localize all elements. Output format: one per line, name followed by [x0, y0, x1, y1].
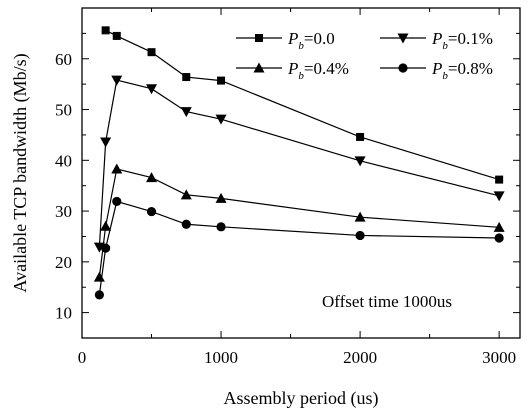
data-point: [215, 114, 227, 125]
data-point: [147, 48, 156, 57]
legend-label: Pb=0.8%: [431, 59, 493, 82]
legend-marker: [253, 62, 265, 73]
y-tick-label: 10: [55, 304, 72, 323]
data-point: [100, 220, 112, 231]
y-tick-label: 40: [55, 151, 72, 170]
data-point: [94, 290, 104, 300]
data-point: [494, 233, 504, 243]
data-point: [100, 137, 112, 148]
y-tick-label: 30: [55, 202, 72, 221]
data-point: [111, 163, 123, 174]
data-point: [217, 76, 226, 85]
data-point: [182, 73, 191, 82]
data-point: [112, 196, 122, 207]
legend-label: Pb=0.4%: [287, 59, 349, 82]
legend-marker: [255, 34, 263, 42]
legend: Pb=0.0 Pb=0.1% Pb=0.4% Pb=0.8%: [236, 29, 493, 82]
data-point: [181, 219, 191, 229]
data-point: [216, 222, 226, 232]
series-layer: [93, 26, 505, 300]
plot-frame: [81, 7, 521, 339]
series-line: [98, 168, 500, 278]
axes: 0 1000 2000 3000 10 20 30 40 50 60: [55, 7, 520, 367]
legend-item: Pb=0.4%: [236, 59, 349, 82]
data-point: [101, 26, 110, 35]
series-2: [93, 75, 505, 253]
data-point: [180, 189, 192, 200]
x-tick-label: 2000: [343, 348, 377, 367]
data-point: [493, 221, 505, 232]
data-point: [493, 191, 505, 202]
data-point: [354, 156, 366, 167]
data-point: [180, 107, 192, 118]
data-point: [146, 206, 157, 217]
legend-label: Pb=0.0: [287, 29, 335, 52]
series-3: [93, 163, 505, 282]
legend-label: Pb=0.1%: [431, 29, 493, 52]
data-point: [111, 75, 123, 86]
x-tick-label: 0: [78, 348, 87, 367]
data-point: [356, 132, 365, 141]
series-line: [98, 200, 500, 295]
y-tick-label: 20: [55, 253, 72, 272]
legend-item: Pb=0.0: [236, 29, 335, 52]
y-tick-label: 60: [55, 50, 72, 69]
legend-item: Pb=0.1%: [380, 29, 493, 52]
data-point: [215, 192, 227, 203]
legend-marker: [397, 33, 409, 44]
x-tick-label: 3000: [482, 348, 516, 367]
data-point: [355, 230, 365, 241]
series-4: [94, 196, 504, 300]
series-1: [101, 26, 504, 184]
data-point: [112, 31, 121, 40]
data-point: [354, 211, 366, 222]
data-point: [146, 172, 158, 183]
data-point: [146, 84, 158, 95]
annotation-text: Offset time 1000us: [322, 292, 452, 311]
x-tick-label: 1000: [204, 348, 238, 367]
y-tick-label: 50: [55, 101, 72, 120]
series-line: [105, 29, 500, 181]
series-line: [98, 79, 500, 248]
legend-marker: [398, 63, 408, 73]
y-axis-title: Available TCP bandwidth (Mb/s): [10, 53, 31, 292]
data-point: [93, 271, 105, 282]
legend-item: Pb=0.8%: [380, 59, 493, 82]
data-point: [101, 243, 111, 253]
x-axis-title: Assembly period (us): [224, 388, 379, 409]
data-point: [495, 175, 504, 184]
data-point: [93, 242, 105, 253]
